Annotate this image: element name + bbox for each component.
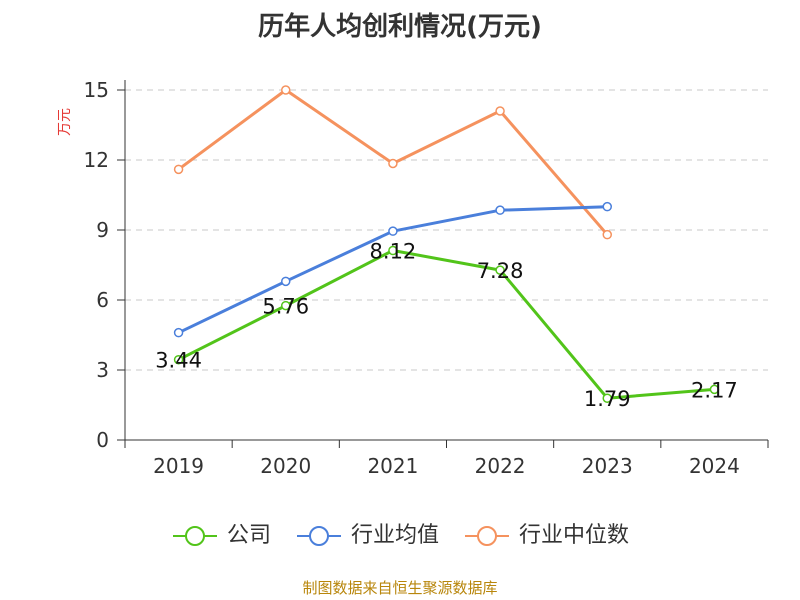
y-tick-label: 9	[96, 218, 109, 242]
legend-marker	[465, 526, 509, 546]
x-tick-label: 2020	[260, 454, 311, 478]
legend-marker	[296, 526, 341, 546]
legend: 公司 行业均值 行业中位数	[0, 520, 800, 552]
data-point	[281, 300, 291, 311]
legend-marker	[172, 526, 217, 546]
y-tick-label: 3	[96, 358, 109, 382]
data-point	[602, 201, 612, 212]
source-note: 制图数据来自恒生聚源数据库	[302, 579, 498, 597]
data-point	[602, 229, 612, 240]
data-point	[495, 106, 505, 116]
x-tick-label: 2019	[153, 454, 204, 478]
data-point	[173, 327, 184, 338]
data-label: 8.12	[370, 240, 417, 264]
axes: 0 3 6 9 12 15 2019 2020 2021 2022 2023 2024 万元	[57, 78, 769, 478]
legend-label: 公司	[226, 523, 271, 548]
legend-item[interactable]: 行业中位数	[463, 520, 629, 552]
data-point	[495, 265, 505, 275]
data-point	[709, 384, 720, 395]
series-group	[173, 85, 720, 403]
data-label: 7.28	[477, 259, 524, 283]
x-tick-label: 2021	[367, 454, 418, 478]
legend-label: 行业中位数	[519, 523, 630, 548]
data-label: 2.17	[691, 378, 738, 402]
legend-item[interactable]: 行业均值	[295, 520, 439, 552]
y-tick-label: 12	[84, 148, 109, 172]
y-tick-label: 6	[96, 288, 109, 312]
y-axis-label: 万元	[57, 108, 73, 136]
data-labels: 3.44 5.76 8.12 7.28 1.79 2.17	[155, 240, 738, 412]
data-point	[388, 226, 398, 236]
chart-title: 历年人均创利情况(万元)	[258, 12, 542, 42]
data-point	[173, 354, 184, 365]
series-line-0	[177, 249, 715, 400]
data-point	[388, 158, 398, 169]
legend-item[interactable]: 公司	[171, 520, 271, 552]
series-line-1	[177, 205, 608, 335]
legend-label: 行业均值	[350, 523, 439, 548]
data-point	[388, 245, 398, 256]
y-tick-label: 15	[84, 78, 109, 102]
data-point	[495, 205, 505, 215]
y-tick-label: 0	[96, 428, 109, 452]
data-point	[602, 393, 612, 403]
data-label: 3.44	[155, 349, 202, 373]
x-tick-label: 2022	[475, 454, 526, 478]
data-point	[173, 164, 184, 175]
x-tick-label: 2024	[689, 454, 740, 478]
data-label: 1.79	[584, 387, 631, 411]
data-point	[281, 276, 291, 287]
data-label: 5.76	[262, 295, 309, 319]
data-point	[281, 85, 291, 95]
grid-lines	[125, 89, 768, 371]
x-tick-label: 2023	[582, 454, 633, 478]
